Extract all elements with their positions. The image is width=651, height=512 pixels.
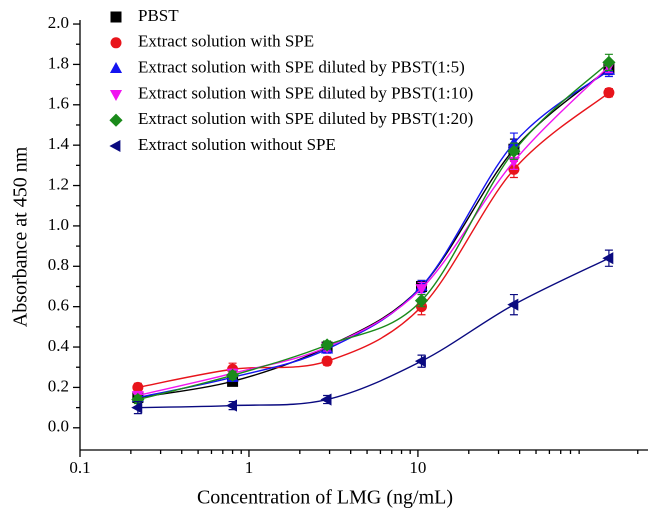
y-tick-label: 2.0 — [48, 13, 69, 32]
x-tick-label: 1 — [245, 458, 254, 477]
legend-label: Extract solution with SPE diluted by PBS… — [138, 109, 473, 128]
y-tick-label: 0.8 — [48, 255, 69, 274]
marker — [320, 338, 334, 352]
y-tick-label: 0.4 — [48, 336, 70, 355]
marker — [603, 87, 615, 99]
marker — [109, 90, 123, 101]
y-tick-label: 1.2 — [48, 174, 69, 193]
marker — [507, 298, 519, 311]
marker — [110, 11, 122, 23]
legend-label: Extract solution with SPE — [138, 32, 314, 51]
legend-label: Extract solution with SPE diluted by PBS… — [138, 58, 465, 77]
x-tick-label: 10 — [409, 458, 426, 477]
y-tick-label: 0.6 — [48, 296, 69, 315]
marker — [109, 113, 123, 127]
fit-curve — [137, 257, 610, 409]
marker — [602, 252, 614, 265]
marker — [320, 393, 332, 406]
marker — [110, 37, 122, 49]
marker — [109, 62, 123, 73]
legend-label: PBST — [138, 6, 179, 25]
marker — [507, 136, 520, 148]
legend-label: Extract solution with SPE diluted by PBS… — [138, 83, 473, 102]
marker — [131, 401, 143, 414]
y-axis-label: Absorbance at 450 nm — [10, 146, 32, 327]
y-tick-label: 1.0 — [48, 215, 69, 234]
y-tick-label: 1.6 — [48, 94, 69, 113]
y-tick-label: 0.2 — [48, 376, 69, 395]
y-tick-label: 1.8 — [48, 53, 69, 72]
x-axis-label: Concentration of LMG (ng/mL) — [197, 487, 453, 509]
marker — [414, 294, 429, 308]
marker — [321, 355, 333, 367]
marker — [414, 355, 426, 368]
marker — [225, 399, 237, 412]
legend-label: Extract solution without SPE — [138, 135, 336, 154]
marker — [415, 284, 428, 296]
y-tick-label: 0.0 — [48, 417, 69, 436]
marker — [507, 144, 521, 158]
x-tick-label: 0.1 — [69, 458, 90, 477]
y-tick-label: 1.4 — [48, 134, 70, 153]
marker — [132, 381, 144, 393]
marker — [109, 139, 121, 153]
marker — [225, 368, 240, 382]
marker — [602, 55, 616, 69]
